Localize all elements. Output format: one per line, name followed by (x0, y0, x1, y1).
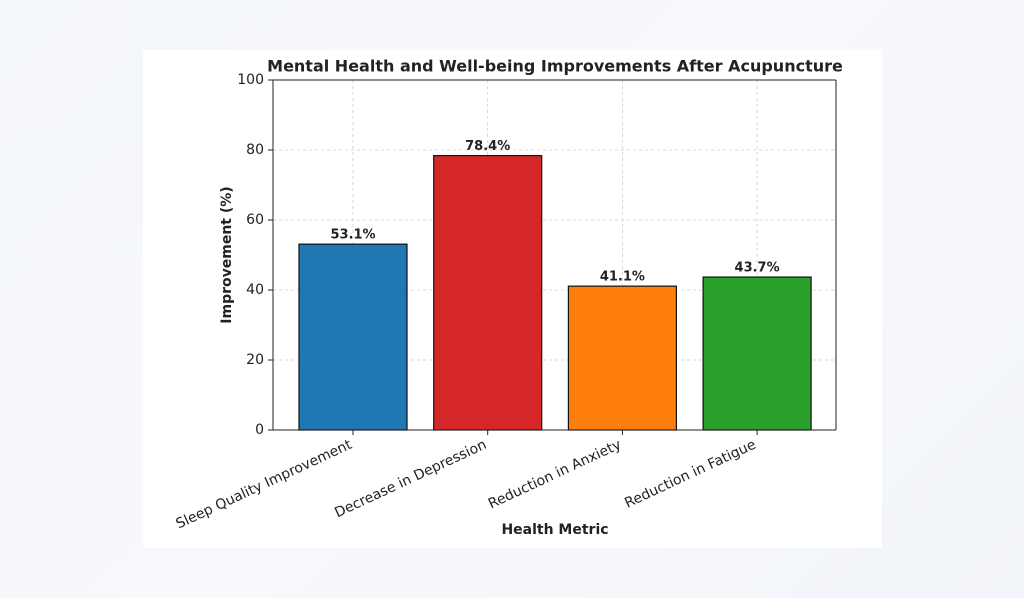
y-tick-label: 80 (246, 142, 264, 158)
bar (298, 243, 408, 431)
bar (702, 276, 812, 431)
bar (433, 155, 543, 431)
y-axis-label: Improvement (%) (219, 186, 235, 323)
chart-title: Mental Health and Well-being Improvement… (267, 57, 843, 76)
y-tick-label: 100 (237, 72, 264, 88)
bar (567, 285, 678, 431)
y-tick-label: 20 (246, 352, 264, 368)
y-tick-label: 40 (246, 282, 264, 298)
value-label: 78.4% (465, 139, 510, 154)
x-axis-label: Health Metric (501, 522, 608, 538)
value-label: 43.7% (735, 261, 780, 276)
y-tick-label: 0 (255, 422, 264, 438)
y-tick-label: 60 (246, 212, 264, 228)
value-label: 41.1% (600, 270, 645, 285)
value-label: 53.1% (330, 228, 375, 243)
